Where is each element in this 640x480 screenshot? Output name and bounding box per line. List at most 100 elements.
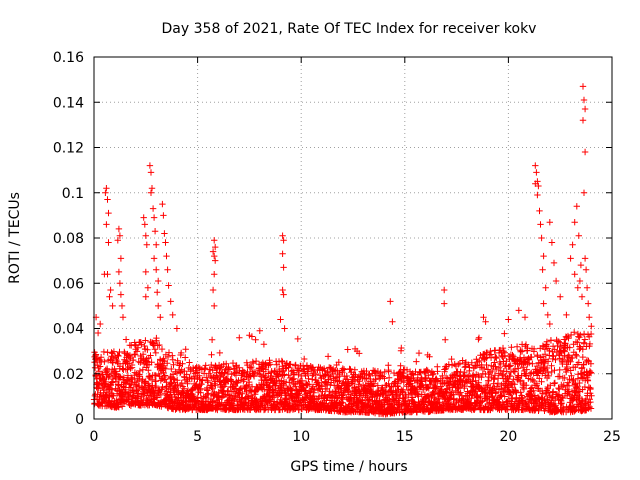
data-point (576, 277, 584, 285)
data-point (116, 232, 124, 239)
x-axis-label: GPS time / hours (290, 459, 407, 475)
data-point (118, 302, 126, 310)
data-point (459, 357, 466, 364)
data-point (95, 381, 102, 388)
data-point (587, 405, 595, 412)
data-point (542, 284, 549, 291)
x-tick-label: 5 (193, 429, 202, 445)
data-point (579, 353, 586, 361)
data-point (534, 351, 541, 359)
data-point (112, 368, 120, 375)
data-point (169, 311, 176, 319)
data-point (212, 382, 219, 389)
data-point (154, 289, 161, 296)
data-point (246, 332, 253, 339)
data-point (225, 387, 232, 394)
data-point (544, 385, 551, 392)
data-point (157, 391, 165, 399)
data-point (439, 372, 446, 380)
data-point (489, 405, 496, 412)
data-point (105, 239, 112, 246)
data-point (141, 221, 148, 228)
data-point (133, 348, 141, 355)
data-point (448, 355, 455, 363)
y-tick-label: 0.08 (53, 231, 84, 247)
data-point (538, 234, 545, 242)
data-point (251, 368, 259, 376)
data-point (544, 358, 552, 365)
data-point (114, 352, 121, 359)
data-point (356, 350, 363, 357)
data-point (117, 291, 125, 298)
data-point (556, 373, 563, 380)
data-point (577, 331, 584, 339)
data-point (159, 383, 166, 391)
data-point (305, 375, 312, 382)
data-point (252, 357, 260, 365)
data-point (282, 365, 289, 372)
data-point (495, 364, 503, 371)
data-point (147, 352, 154, 359)
data-point (491, 376, 498, 383)
data-point (501, 393, 508, 400)
data-point (280, 264, 287, 271)
data-point (279, 232, 286, 239)
data-point (545, 372, 552, 380)
data-point (499, 344, 507, 352)
data-point (151, 346, 159, 353)
data-point (285, 372, 292, 379)
data-point (151, 228, 159, 235)
data-point (441, 368, 448, 375)
data-point (144, 284, 152, 291)
data-point (381, 375, 388, 382)
data-point (567, 358, 574, 365)
data-point (133, 381, 140, 388)
data-point (212, 257, 219, 264)
data-point (523, 382, 530, 389)
data-point (115, 268, 123, 276)
data-point (134, 395, 141, 402)
data-point (544, 364, 551, 372)
data-point (295, 392, 303, 399)
data-point (149, 205, 157, 212)
data-point (204, 379, 212, 386)
data-point (580, 339, 588, 346)
data-point (410, 374, 417, 382)
data-point (535, 407, 542, 414)
data-point (558, 399, 565, 407)
data-point (552, 356, 559, 363)
data-point (455, 361, 462, 368)
data-point (103, 185, 110, 192)
x-tick-labels: 0 5 10 15 20 25 (90, 429, 621, 445)
data-point (475, 394, 483, 401)
data-point (494, 380, 502, 387)
data-point (132, 351, 139, 358)
data-point (223, 365, 231, 372)
data-point (540, 363, 548, 371)
data-point (393, 408, 400, 415)
data-point (173, 325, 181, 332)
data-point (552, 277, 560, 285)
y-tick-label: 0.04 (53, 322, 84, 338)
data-point (547, 382, 554, 389)
data-point (339, 365, 346, 372)
data-point (184, 378, 191, 385)
data-point (491, 359, 498, 366)
data-point (267, 361, 274, 368)
data-point (114, 237, 121, 244)
data-point (115, 225, 123, 233)
data-point (476, 357, 483, 365)
data-point (246, 378, 253, 386)
data-point (105, 209, 112, 217)
data-point (491, 372, 499, 379)
data-point (415, 349, 423, 357)
data-point (221, 369, 228, 376)
data-point (441, 286, 448, 294)
data-point (165, 349, 173, 356)
data-point (211, 252, 218, 260)
data-point (169, 356, 176, 363)
data-point (547, 337, 555, 344)
data-point (508, 344, 515, 351)
data-point (559, 394, 567, 402)
